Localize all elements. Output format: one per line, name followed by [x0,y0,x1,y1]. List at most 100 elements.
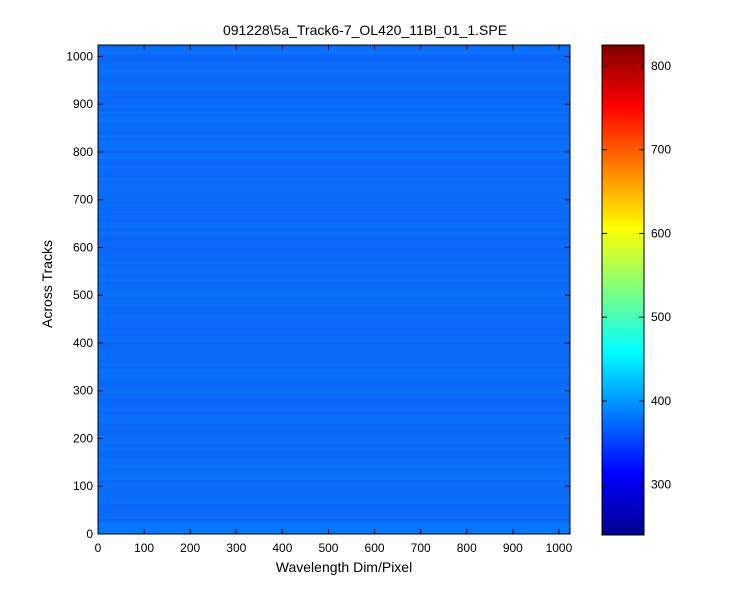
heatmap-band [98,375,570,379]
heatmap-band [98,513,570,517]
heatmap-band [98,417,570,421]
heatmap-band [98,279,570,283]
heatmap-band [98,486,570,490]
heatmap-band [98,93,570,97]
heatmap-band [98,312,570,316]
heatmap-band [98,267,570,271]
heatmap-band [98,378,570,382]
heatmap-band [98,123,570,127]
heatmap-band [98,447,570,451]
heatmap-band [98,369,570,373]
heatmap-band [98,261,570,265]
heatmap-band [98,432,570,436]
heatmap-edge-band [98,524,570,534]
heatmap-band [98,282,570,286]
heatmap-band [98,426,570,430]
heatmap-band [98,48,570,52]
x-tick-label: 200 [180,541,200,555]
heatmap-band [98,168,570,172]
y-tick-label: 1000 [66,49,93,63]
heatmap-band [98,357,570,361]
heatmap-band [98,198,570,202]
x-tick-label: 700 [411,541,431,555]
heatmap-band [98,270,570,274]
y-axis-ticks: 0 100 200 300 400 500 600 700 800 900 1000 [66,49,570,541]
heatmap-band [98,372,570,376]
heatmap-band [98,327,570,331]
heatmap-band [98,150,570,154]
heatmap-band [98,102,570,106]
heatmap-band [98,444,570,448]
heatmap-band [98,222,570,226]
heatmap-band [98,396,570,400]
heatmap-band [98,384,570,388]
heatmap-band [98,177,570,181]
heatmap-band [98,72,570,76]
heatmap-band [98,243,570,247]
heatmap-band [98,429,570,433]
heatmap-band [98,381,570,385]
heatmap-band [98,192,570,196]
y-tick-label: 500 [73,288,93,302]
heatmap-band [98,336,570,340]
heatmap-band [98,66,570,70]
heatmap-band [98,462,570,466]
heatmap-band [98,405,570,409]
heatmap-band [98,252,570,256]
heatmap-band [98,519,570,523]
heatmap-band [98,468,570,472]
heatmap-band [98,258,570,262]
heatmap-band [98,354,570,358]
heatmap-band [98,291,570,295]
heatmap-band [98,81,570,85]
heatmap-band [98,111,570,115]
heatmap-band [98,402,570,406]
y-axis-label: Across Tracks [39,240,55,328]
colorbar-tick-label: 500 [651,310,671,324]
heatmap-band [98,273,570,277]
heatmap-band [98,420,570,424]
x-tick-label: 1000 [546,541,573,555]
heatmap-band [98,522,570,526]
y-tick-label: 400 [73,336,93,350]
heatmap-band [98,510,570,514]
heatmap-band [98,411,570,415]
heatmap-band [98,219,570,223]
heatmap-band [98,189,570,193]
colorbar-tick-label: 800 [651,59,671,73]
y-tick-label: 300 [73,384,93,398]
x-tick-label: 100 [134,541,154,555]
heatmap-band [98,474,570,478]
heatmap-band [98,105,570,109]
heatmap-band [98,165,570,169]
heatmap-band [98,159,570,163]
heatmap-band [98,96,570,100]
heatmap-band [98,195,570,199]
heatmap-band [98,147,570,151]
heatmap-band [98,315,570,319]
heatmap-band [98,75,570,79]
heatmap-band [98,324,570,328]
heatmap-band [98,60,570,64]
heatmap-band [98,498,570,502]
colorbar-tick-label: 600 [651,226,671,240]
heatmap-band [98,186,570,190]
plot-frame [97,44,571,535]
heatmap-band [98,294,570,298]
heatmap-band [98,174,570,178]
x-tick-label: 400 [272,541,292,555]
colorbar-gradient [602,45,644,535]
heatmap-band [98,393,570,397]
y-tick-label: 900 [73,97,93,111]
heatmap-band [98,456,570,460]
heatmap-band [98,342,570,346]
heatmap-band [98,309,570,313]
heatmap-band [98,318,570,322]
heatmap-band [98,504,570,508]
y-tick-label: 600 [73,240,93,254]
colorbar-tick-label: 300 [651,478,671,492]
heatmap-band [98,141,570,145]
heatmap-bands [98,45,570,535]
y-tick-label: 0 [86,527,93,541]
